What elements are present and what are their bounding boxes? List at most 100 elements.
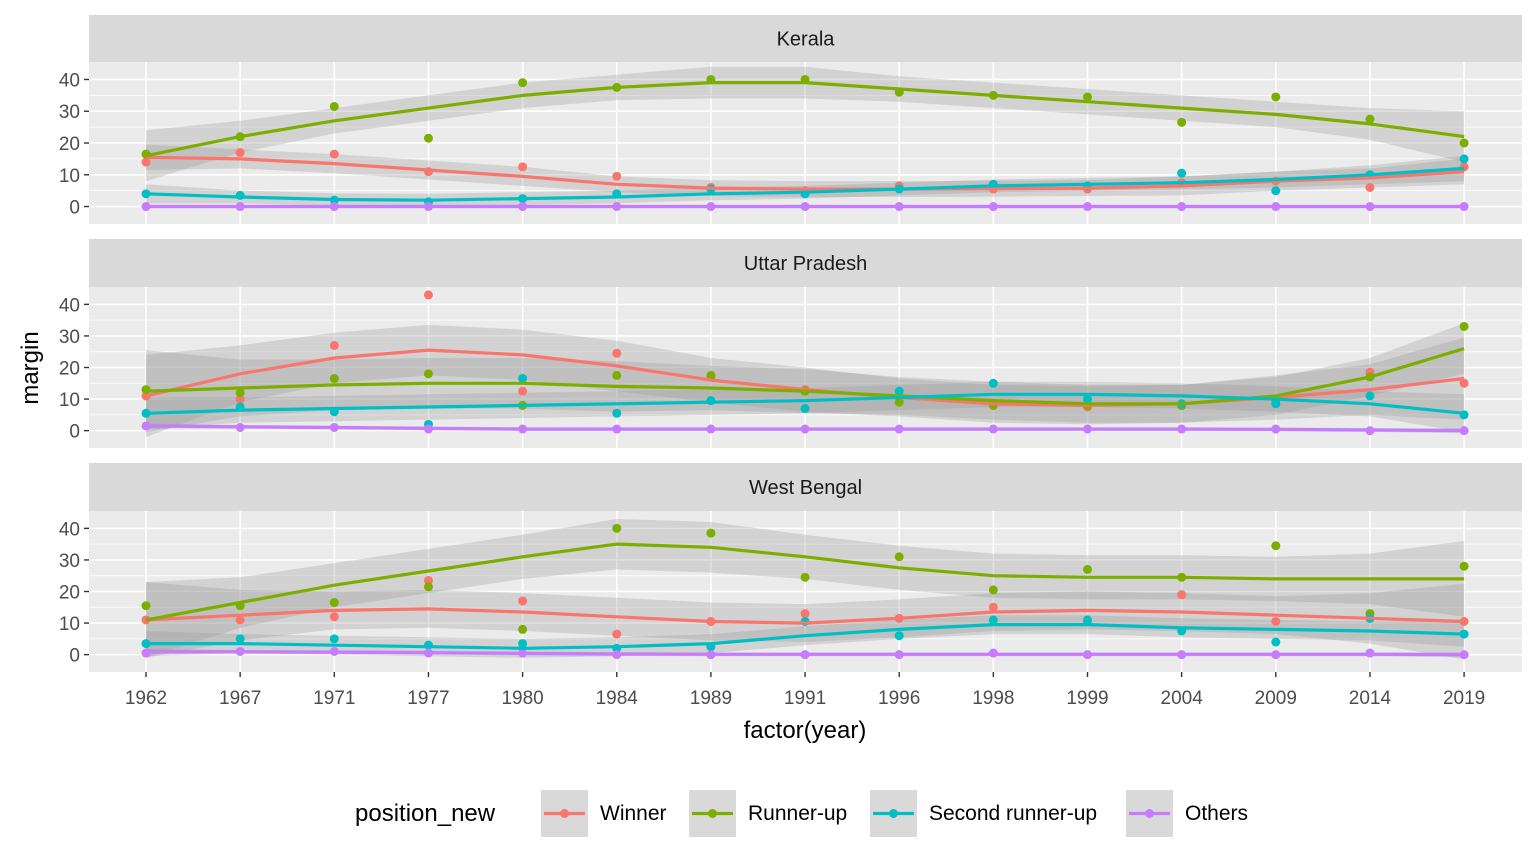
point-runner-up xyxy=(706,370,716,380)
point-winner xyxy=(800,609,810,619)
legend-label-winner: Winner xyxy=(600,802,667,825)
point-runner-up xyxy=(1459,321,1469,331)
point-winner xyxy=(518,596,528,606)
point-second-runner-up xyxy=(1365,391,1375,401)
point-winner xyxy=(329,340,339,350)
legend-title: position_new xyxy=(355,800,496,827)
x-tick-label: 1991 xyxy=(784,688,826,709)
point-winner xyxy=(1177,590,1187,600)
point-runner-up xyxy=(1459,138,1469,148)
y-tick-label: 10 xyxy=(59,614,80,635)
point-winner xyxy=(988,602,998,612)
point-runner-up xyxy=(1083,564,1092,574)
legend-key-point xyxy=(1145,809,1154,818)
facet-label: West Bengal xyxy=(749,477,862,499)
point-runner-up xyxy=(1271,92,1281,102)
point-winner xyxy=(141,615,151,625)
point-runner-up xyxy=(1271,541,1281,551)
point-second-runner-up xyxy=(518,639,528,649)
y-tick-label: 10 xyxy=(59,166,80,187)
confidence-band-second-runner-up xyxy=(146,155,1465,207)
point-runner-up xyxy=(423,582,433,592)
smooth-line-second-runner-up xyxy=(146,623,1465,650)
point-runner-up xyxy=(423,133,433,143)
y-tick-label: 30 xyxy=(59,102,80,123)
y-tick-label: 0 xyxy=(69,646,80,667)
x-tick-label: 1980 xyxy=(501,688,543,709)
y-tick-label: 20 xyxy=(59,359,80,380)
point-winner xyxy=(329,149,339,159)
point-second-runner-up xyxy=(1459,154,1469,164)
confidence-band-runner-up xyxy=(146,66,1465,182)
point-second-runner-up xyxy=(1083,615,1092,625)
point-winner xyxy=(1365,182,1375,192)
legend-label-second-runner-up: Second runner-up xyxy=(929,802,1097,825)
y-tick-label: 20 xyxy=(59,583,80,604)
x-axis: 1962 1967 1971 1977 1980 1984 1989 1991 1996 1998… xyxy=(125,672,1485,709)
facet-label: Uttar Pradesh xyxy=(744,253,867,275)
x-tick-label: 1967 xyxy=(219,688,261,709)
point-runner-up xyxy=(1459,561,1469,571)
x-axis-title: factor(year) xyxy=(744,717,867,744)
point-second-runner-up xyxy=(1177,168,1187,178)
point-runner-up xyxy=(1083,92,1092,102)
x-tick-label: 1984 xyxy=(596,688,639,709)
smooth-line-second-runner-up xyxy=(145,392,1465,415)
confidence-band-runner-up xyxy=(146,518,1465,658)
point-second-runner-up xyxy=(800,404,810,414)
point-second-runner-up xyxy=(894,386,904,396)
facet-strip xyxy=(89,15,1522,62)
point-winner xyxy=(423,290,433,300)
smooth-line-winner xyxy=(145,607,1465,625)
x-tick-label: 1989 xyxy=(690,688,732,709)
point-second-runner-up xyxy=(1271,637,1281,647)
point-runner-up xyxy=(894,397,904,407)
point-winner xyxy=(235,148,245,158)
y-tick-label: 0 xyxy=(69,422,80,443)
point-runner-up xyxy=(612,370,622,380)
point-second-runner-up xyxy=(612,408,622,418)
point-runner-up xyxy=(894,552,904,562)
point-winner xyxy=(329,612,339,622)
point-runner-up xyxy=(423,369,433,379)
legend: position_new Winner Runner-up Second runne… xyxy=(355,790,1248,837)
legend-key-point xyxy=(560,809,569,818)
point-runner-up xyxy=(329,598,339,608)
smooth-line-second-runner-up xyxy=(145,166,1465,202)
y-tick-label: 40 xyxy=(59,70,80,91)
point-second-runner-up xyxy=(235,634,245,644)
legend-label-others: Others xyxy=(1185,802,1248,825)
legend-key-point xyxy=(708,809,717,818)
point-winner xyxy=(141,157,151,167)
y-tick-label: 10 xyxy=(59,390,80,411)
x-tick-label: 2014 xyxy=(1349,688,1392,709)
point-winner xyxy=(1271,616,1281,626)
point-runner-up xyxy=(706,528,716,538)
x-tick-label: 1971 xyxy=(313,688,355,709)
y-tick-label: 30 xyxy=(59,327,80,348)
point-runner-up xyxy=(329,101,339,111)
point-winner xyxy=(423,575,433,585)
point-winner xyxy=(612,171,622,181)
smooth-line-winner xyxy=(145,155,1465,191)
smooth-line-others xyxy=(145,424,1465,433)
point-runner-up xyxy=(988,585,998,595)
point-second-runner-up xyxy=(518,374,528,384)
point-second-runner-up xyxy=(1083,394,1092,404)
smooth-line-runner-up xyxy=(145,542,1465,622)
y-axis-title: margin xyxy=(17,331,44,404)
point-winner xyxy=(518,386,528,396)
point-others xyxy=(1459,426,1469,436)
x-tick-label: 1999 xyxy=(1066,688,1108,709)
point-runner-up xyxy=(518,78,528,88)
y-tick-label: 40 xyxy=(59,519,80,540)
point-winner xyxy=(518,162,528,172)
x-tick-label: 2004 xyxy=(1161,688,1204,709)
y-tick-label: 40 xyxy=(59,295,80,316)
point-second-runner-up xyxy=(329,634,339,644)
point-runner-up xyxy=(1365,114,1375,124)
facet-label: Kerala xyxy=(777,29,836,51)
y-tick-label: 30 xyxy=(59,551,80,572)
x-tick-label: 1977 xyxy=(407,688,449,709)
